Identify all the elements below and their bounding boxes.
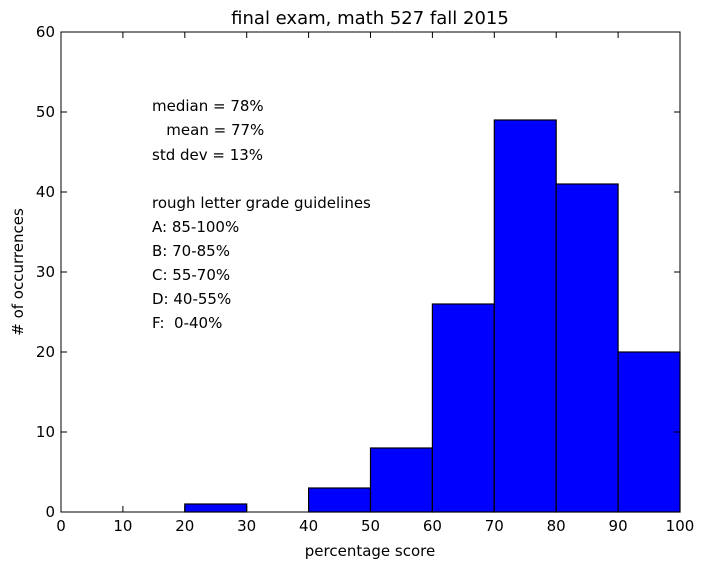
bar-80-90 bbox=[555, 183, 619, 513]
chart-title: final exam, math 527 fall 2015 bbox=[231, 8, 509, 29]
bar-20-30 bbox=[184, 503, 248, 513]
annotation-grade-a: A: 85-100% bbox=[152, 218, 239, 236]
annotation-median: median = 78% bbox=[152, 97, 264, 115]
x-tick-label-80: 80 bbox=[547, 517, 566, 535]
y-tick-label-10: 10 bbox=[36, 423, 55, 441]
y-tick-label-20: 20 bbox=[36, 343, 55, 361]
annotation-grade-d: D: 40-55% bbox=[152, 290, 231, 308]
annotation-grade-f: F: 0-40% bbox=[152, 314, 222, 332]
annotation-grade-b: B: 70-85% bbox=[152, 242, 230, 260]
x-tick-label-90: 90 bbox=[609, 517, 628, 535]
bar-60-70 bbox=[431, 303, 495, 513]
x-tick-label-60: 60 bbox=[423, 517, 442, 535]
annotation-grade-c: C: 55-70% bbox=[152, 266, 230, 284]
bar-90-100 bbox=[617, 351, 681, 513]
x-tick-label-70: 70 bbox=[485, 517, 504, 535]
annotation-guidelines-heading: rough letter grade guidelines bbox=[152, 194, 371, 212]
y-axis-label: # of occurrences bbox=[9, 208, 27, 336]
ticks-group: 0 10 20 30 40 50 60 70 80 90 100 0 10 20 30 40 50 60 bbox=[36, 23, 694, 535]
y-tick-label-50: 50 bbox=[36, 103, 55, 121]
bar-40-50 bbox=[308, 487, 372, 513]
x-tick-label-20: 20 bbox=[175, 517, 194, 535]
x-tick-label-10: 10 bbox=[113, 517, 132, 535]
annotation-mean: mean = 77% bbox=[152, 121, 264, 139]
x-tick-label-100: 100 bbox=[666, 517, 695, 535]
x-tick-label-0: 0 bbox=[56, 517, 66, 535]
x-tick-label-30: 30 bbox=[237, 517, 256, 535]
annotations-group: median = 78% mean = 77% std dev = 13% ro… bbox=[152, 97, 371, 332]
annotation-std-dev: std dev = 13% bbox=[152, 146, 263, 164]
bar-50-60 bbox=[369, 447, 434, 513]
x-tick-label-40: 40 bbox=[299, 517, 318, 535]
x-tick-label-50: 50 bbox=[361, 517, 380, 535]
x-axis-label: percentage score bbox=[305, 542, 435, 560]
y-tick-label-30: 30 bbox=[36, 263, 55, 281]
y-tick-label-0: 0 bbox=[45, 503, 55, 521]
bars-group bbox=[184, 119, 681, 513]
y-tick-label-60: 60 bbox=[36, 23, 55, 41]
bar-70-80 bbox=[493, 119, 557, 513]
y-tick-label-40: 40 bbox=[36, 183, 55, 201]
